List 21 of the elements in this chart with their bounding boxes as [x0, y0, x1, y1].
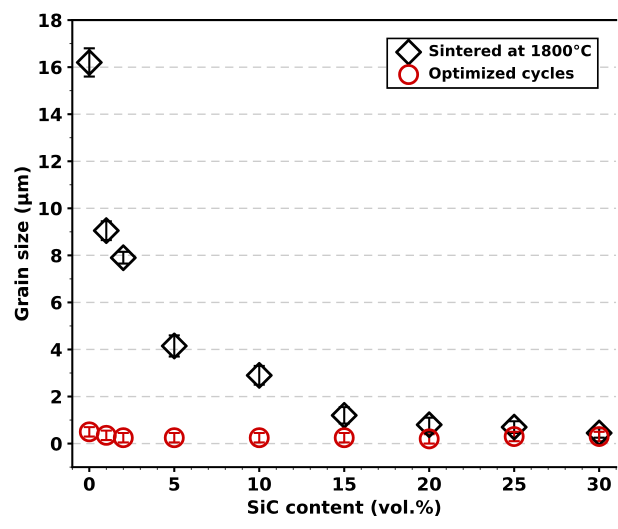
y-tick-label: 16 — [39, 60, 62, 74]
y-tick-label: 10 — [39, 202, 62, 216]
legend-label: Sintered at 1800°C — [430, 44, 591, 56]
y-axis-title: Grain size (μm) — [14, 167, 32, 321]
y-tick-label: 14 — [39, 108, 62, 122]
y-tick-label: 12 — [39, 154, 62, 168]
y-tick-label: 4 — [50, 343, 62, 356]
x-tick-label: 15 — [334, 477, 356, 491]
x-tick-label: 0 — [84, 477, 95, 491]
y-tick-label: 18 — [39, 14, 62, 28]
x-tick-label: 20 — [418, 477, 441, 491]
x-tick-label: 25 — [503, 477, 526, 491]
y-tick-label: 2 — [51, 390, 62, 404]
x-tick-label: 10 — [248, 477, 271, 491]
y-tick-label: 0 — [50, 437, 62, 451]
y-tick-label: 8 — [51, 248, 62, 262]
x-axis-title: SiC content (vol.%) — [248, 500, 440, 516]
x-tick-label: 5 — [169, 477, 180, 491]
y-tick-label: 6 — [51, 296, 62, 310]
legend-label: Optimized cycles — [429, 66, 574, 82]
x-tick-label: 30 — [588, 477, 611, 491]
